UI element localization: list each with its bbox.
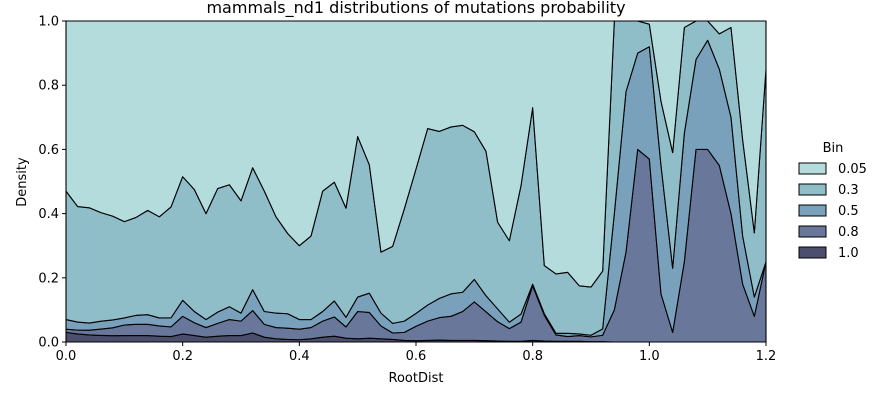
legend-label: 0.8 (838, 225, 859, 240)
x-tick-label: 0.0 (56, 349, 77, 364)
legend-swatch (798, 183, 827, 196)
y-tick-label: 0.0 (38, 336, 59, 351)
x-tick-label: 0.8 (522, 349, 543, 364)
legend-swatch (798, 162, 827, 175)
legend-label: 0.05 (838, 162, 867, 177)
y-tick-label: 1.0 (38, 15, 59, 30)
legend-swatch (798, 246, 827, 259)
legend-swatch (798, 225, 827, 238)
legend: Bin 0.05 0.3 0.5 0.8 1.0 (798, 141, 867, 261)
y-tick-label: 0.2 (38, 271, 59, 286)
x-axis: 0.0 0.2 0.4 0.6 0.8 1.0 1.2 (56, 342, 777, 364)
x-tick-label: 0.4 (289, 349, 310, 364)
x-tick-label: 0.2 (172, 349, 193, 364)
chart-title: mammals_nd1 distributions of mutations p… (206, 0, 625, 18)
x-tick-label: 1.2 (756, 349, 777, 364)
area-layers (65, 20, 767, 343)
y-axis-label: Density (15, 157, 30, 207)
x-axis-label: RootDist (389, 371, 444, 386)
legend-title: Bin (823, 141, 844, 156)
y-tick-label: 0.6 (38, 143, 59, 158)
legend-label: 0.5 (838, 204, 859, 219)
legend-label: 1.0 (838, 246, 859, 261)
y-axis: 0.0 0.2 0.4 0.6 0.8 1.0 (38, 15, 66, 351)
legend-swatch (798, 204, 827, 217)
y-tick-label: 0.8 (38, 79, 59, 94)
x-tick-label: 0.6 (406, 349, 427, 364)
y-tick-label: 0.4 (38, 207, 59, 222)
legend-label: 0.3 (838, 183, 859, 198)
x-tick-label: 1.0 (639, 349, 660, 364)
